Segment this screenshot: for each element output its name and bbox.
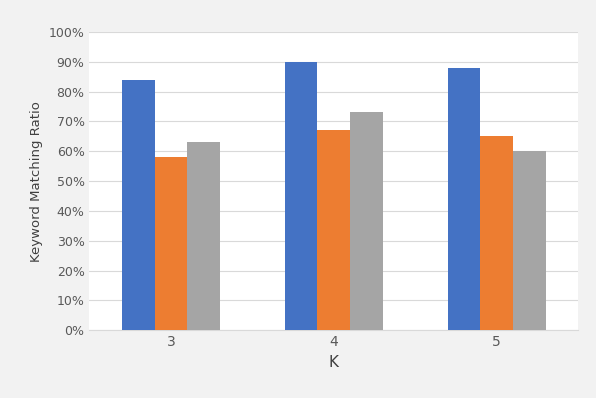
X-axis label: K: K (329, 355, 339, 370)
Bar (350, 112, 383, 330)
Bar (122, 80, 154, 330)
Bar (285, 62, 318, 330)
Bar (154, 157, 187, 330)
Bar (480, 136, 513, 330)
Bar (318, 130, 350, 330)
Bar (448, 68, 480, 330)
Bar (187, 142, 220, 330)
Bar (513, 151, 545, 330)
Y-axis label: Keyword Matching Ratio: Keyword Matching Ratio (30, 101, 43, 261)
